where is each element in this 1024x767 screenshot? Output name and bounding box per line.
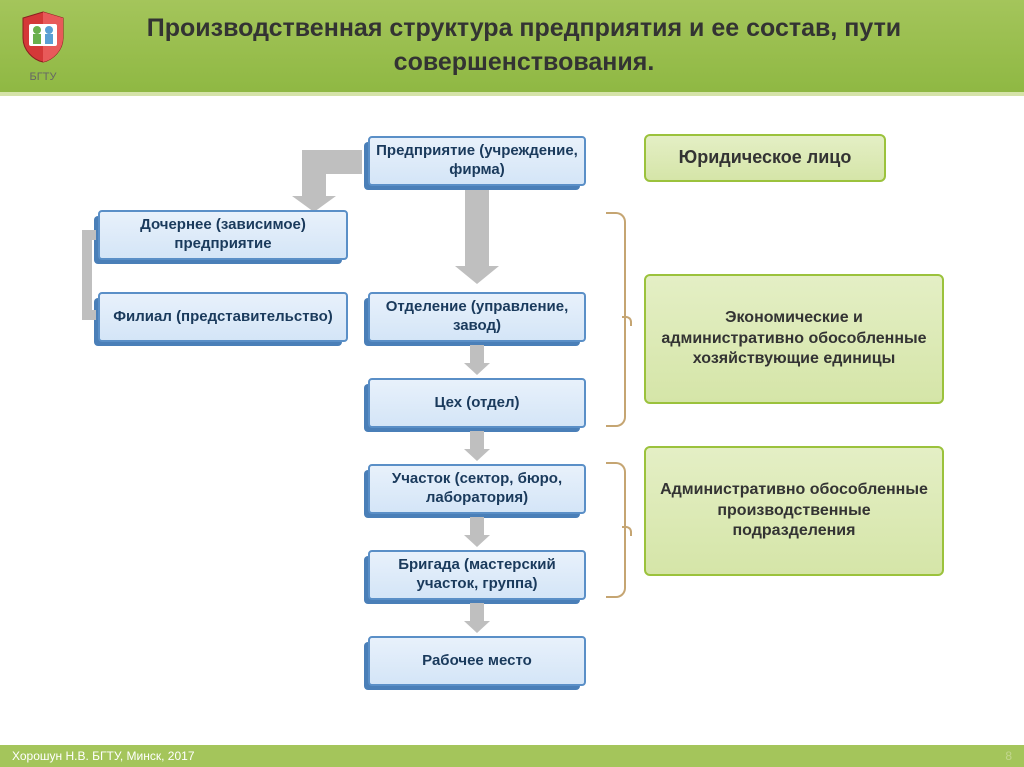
- brace-economic-units: [606, 212, 626, 427]
- slide-title: Производственная структура предприятия и…: [86, 12, 1012, 80]
- slide-header: БГТУ Производственная структура предприя…: [0, 0, 1024, 96]
- node-subsidiary: Дочернее (зависимое) предприятие: [98, 210, 348, 260]
- node-brigade: Бригада (мастерский участок, группа): [368, 550, 586, 600]
- node-workshop: Цех (отдел): [368, 378, 586, 428]
- logo-label: БГТУ: [12, 71, 74, 83]
- node-admin-units: Административно обособленные производств…: [644, 446, 944, 576]
- connector-subsidiary-h: [82, 230, 96, 240]
- org-structure-diagram: Предприятие (учреждение, фирма) Дочернее…: [0, 96, 1024, 736]
- node-legal-entity: Юридическое лицо: [644, 134, 886, 182]
- arrow-workshop-to-section: [470, 431, 484, 451]
- brace-admin-units: [606, 462, 626, 598]
- node-division: Отделение (управление, завод): [368, 292, 586, 342]
- arrow-division-to-workshop: [470, 345, 484, 365]
- logo-area: БГТУ: [12, 10, 74, 83]
- footer-author: Хорошун Н.В. БГТУ, Минск, 2017: [12, 749, 195, 763]
- node-section: Участок (сектор, бюро, лаборатория): [368, 464, 586, 514]
- arrow-brigade-to-workplace: [470, 603, 484, 623]
- slide-footer: Хорошун Н.В. БГТУ, Минск, 2017 8: [0, 745, 1024, 767]
- node-branch: Филиал (представительство): [98, 292, 348, 342]
- connector-subsidiary-branch-v: [82, 234, 92, 316]
- arrow-enterprise-to-subsidiary-v: [302, 150, 326, 198]
- university-shield-icon: [19, 10, 67, 64]
- connector-legal-enterprise: [588, 154, 642, 162]
- node-workplace: Рабочее место: [368, 636, 586, 686]
- arrow-section-to-brigade: [470, 517, 484, 537]
- footer-page-number: 8: [1005, 749, 1012, 763]
- node-economic-units: Экономические и административно обособле…: [644, 274, 944, 404]
- connector-branch-h: [82, 310, 96, 320]
- arrow-enterprise-to-division: [465, 190, 489, 268]
- node-enterprise: Предприятие (учреждение, фирма): [368, 136, 586, 186]
